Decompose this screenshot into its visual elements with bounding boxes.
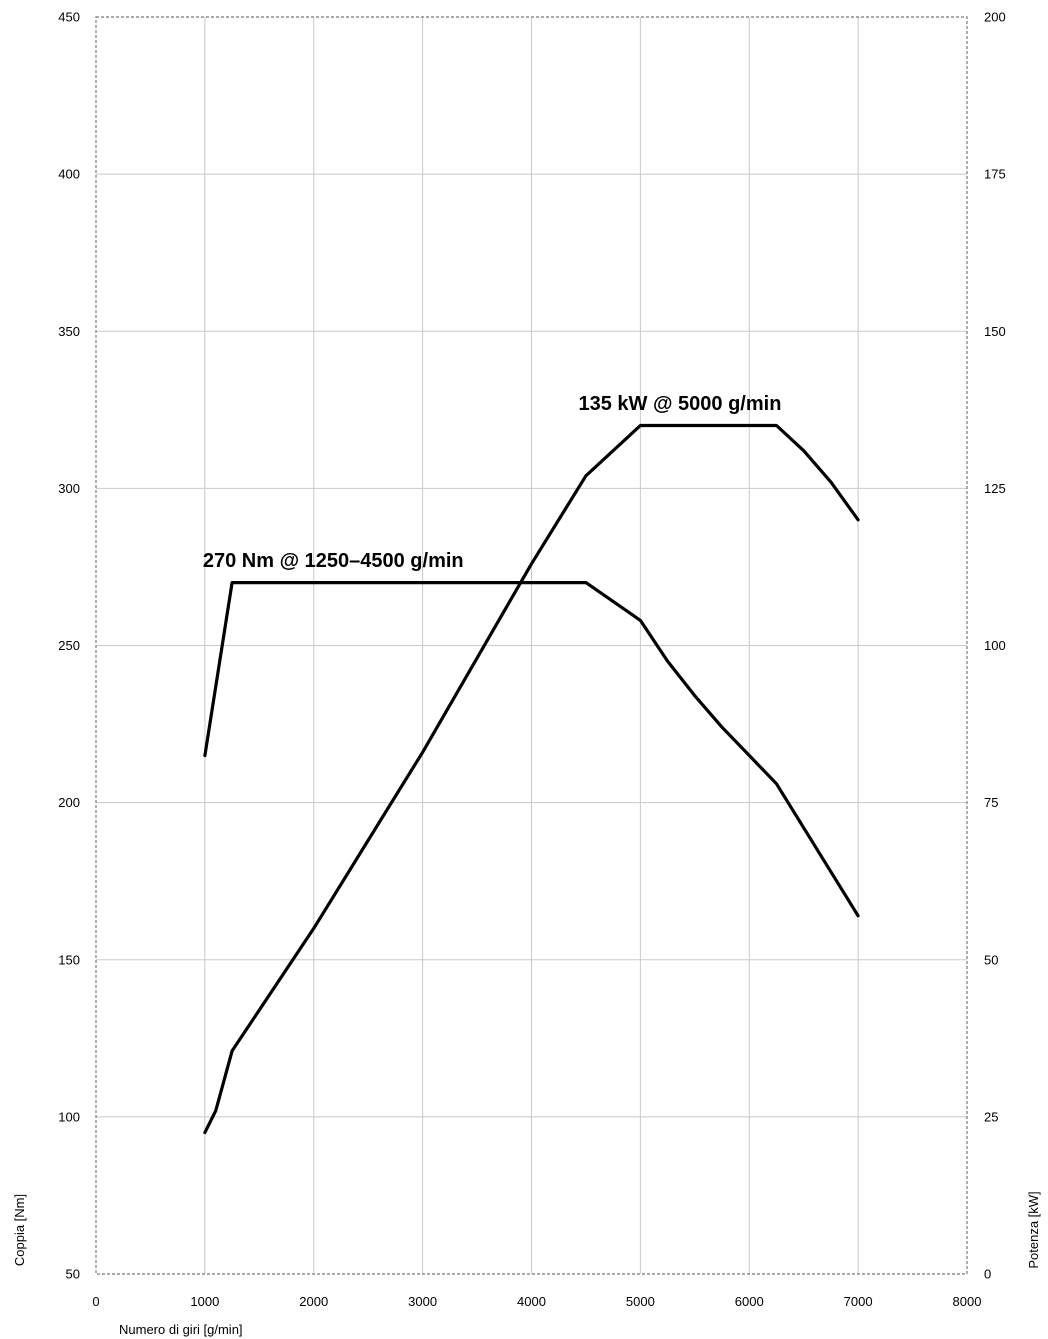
- x-tick-label: 5000: [626, 1294, 655, 1309]
- y-right-tick-label: 175: [984, 167, 1006, 182]
- y-left-tick-label: 400: [58, 167, 80, 182]
- y-right-tick-label: 75: [984, 795, 998, 810]
- x-axis-title: Numero di giri [g/min]: [119, 1322, 243, 1337]
- power-curve: [203, 423, 860, 1135]
- x-tick-label: 3000: [408, 1294, 437, 1309]
- y-left-tick-label: 150: [58, 952, 80, 967]
- grid-lines: [96, 17, 967, 1274]
- y-left-tick-label: 450: [58, 10, 80, 25]
- y-right-tick-label: 25: [984, 1109, 998, 1124]
- y-left-axis-title: Coppia [Nm]: [12, 1194, 27, 1266]
- y-left-axis-ticks: 50 100 150 200 250 300 350 400 450: [58, 10, 80, 1282]
- x-tick-label: 8000: [953, 1294, 982, 1309]
- y-right-tick-label: 200: [984, 10, 1006, 25]
- y-right-tick-label: 50: [984, 952, 998, 967]
- y-right-tick-label: 0: [984, 1267, 991, 1282]
- y-left-tick-label: 300: [58, 481, 80, 496]
- y-left-tick-label: 200: [58, 795, 80, 810]
- y-right-tick-label: 100: [984, 638, 1006, 653]
- y-left-tick-label: 50: [66, 1267, 80, 1282]
- annotation-label: 270 Nm @ 1250–4500 g/min: [203, 550, 464, 572]
- annotations: 270 Nm @ 1250–4500 g/min 135 kW @ 5000 g/…: [203, 393, 782, 572]
- series-lines: [203, 423, 860, 1135]
- y-right-tick-label: 125: [984, 481, 1006, 496]
- x-tick-label: 6000: [735, 1294, 764, 1309]
- x-tick-label: 1000: [190, 1294, 219, 1309]
- torque-curve: [203, 580, 860, 918]
- y-left-tick-label: 100: [58, 1109, 80, 1124]
- x-tick-label: 0: [92, 1294, 99, 1309]
- x-axis-ticks: 0 1000 2000 3000 4000 5000 6000 7000 8000: [92, 1294, 981, 1309]
- x-tick-label: 4000: [517, 1294, 546, 1309]
- y-left-tick-label: 250: [58, 638, 80, 653]
- y-right-axis-ticks: 0 25 50 75 100 125 150 175 200: [984, 10, 1006, 1282]
- y-left-tick-label: 350: [58, 324, 80, 339]
- x-tick-label: 7000: [844, 1294, 873, 1309]
- annotation-label: 135 kW @ 5000 g/min: [578, 393, 781, 415]
- x-tick-label: 2000: [299, 1294, 328, 1309]
- y-right-tick-label: 150: [984, 324, 1006, 339]
- plot-frame: [95, 16, 968, 1275]
- y-right-axis-title: Potenza [kW]: [1026, 1191, 1041, 1268]
